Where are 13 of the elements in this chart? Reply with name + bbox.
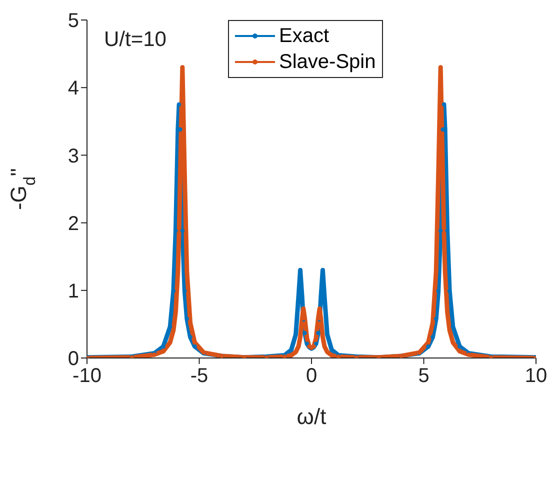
legend-label: Exact [279, 24, 330, 48]
x-tick-label: 5 [418, 365, 430, 388]
y-tick-label: 1 [68, 280, 79, 302]
x-tick-label: -5 [190, 365, 208, 388]
y-tick-label: 5 [68, 10, 79, 32]
y-tick-label: 4 [68, 78, 79, 100]
x-axis-title: ω/t [296, 404, 326, 429]
x-tick-label: 10 [524, 365, 548, 388]
y-tick-label: 2 [68, 212, 79, 235]
y-tick-label: 3 [68, 145, 79, 168]
annotation: U/t=10 [104, 28, 166, 52]
x-tick-label: 0 [306, 365, 318, 388]
legend-label: Slave-Spin [279, 50, 376, 74]
